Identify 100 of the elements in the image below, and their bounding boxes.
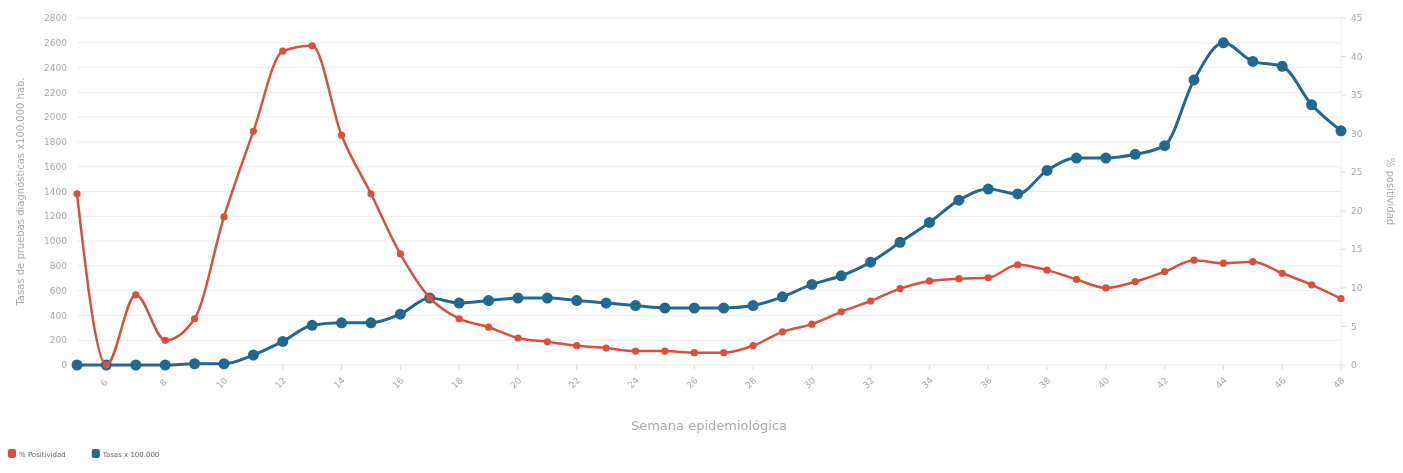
point — [484, 323, 493, 331]
point — [776, 291, 788, 303]
point — [690, 349, 698, 357]
y-axis-title: Tasas de pruebas diagnósticas x100.000 hab. — [15, 77, 26, 307]
point — [541, 292, 553, 304]
point — [337, 131, 346, 139]
point — [1249, 258, 1257, 266]
point — [1102, 284, 1110, 292]
x-tick-label: 14 — [331, 375, 348, 391]
point — [396, 250, 404, 258]
point — [896, 285, 904, 293]
y2-axis-title: % positividad — [1385, 157, 1396, 226]
point — [1072, 275, 1081, 284]
point — [394, 308, 406, 320]
point — [661, 347, 669, 355]
point — [923, 216, 935, 228]
point — [573, 342, 581, 350]
point — [249, 127, 257, 135]
x-tick-label: 36 — [978, 375, 994, 391]
point — [1337, 295, 1345, 303]
point — [71, 359, 83, 371]
point — [1247, 55, 1259, 67]
point — [1219, 259, 1228, 267]
x-tick-label: 40 — [1096, 375, 1112, 391]
y2-tick-label: 45 — [1351, 13, 1363, 24]
y2-tick-label: 40 — [1351, 51, 1363, 62]
point — [778, 328, 787, 336]
point — [247, 349, 259, 361]
point — [837, 308, 845, 316]
point — [1335, 125, 1347, 137]
y-tick-label: 600 — [49, 285, 68, 296]
point — [1131, 278, 1139, 286]
point — [483, 295, 495, 307]
point — [161, 336, 169, 344]
y-tick-label: 2000 — [44, 112, 68, 123]
y-tick-label: 1200 — [44, 211, 68, 222]
point — [1278, 269, 1286, 277]
point — [1043, 266, 1051, 274]
point — [279, 47, 287, 55]
point — [867, 297, 875, 305]
point — [336, 317, 348, 329]
x-axis-title: Semana epidemiológica — [630, 418, 788, 433]
point — [1100, 152, 1112, 164]
y-tick-label: 1000 — [44, 236, 68, 247]
point — [865, 256, 877, 268]
point — [688, 302, 700, 314]
point — [571, 295, 583, 307]
y2-tick-label: 25 — [1351, 167, 1363, 178]
point — [1276, 60, 1288, 72]
point — [982, 183, 994, 195]
point — [894, 236, 906, 248]
y2-tick-label: 35 — [1351, 90, 1363, 101]
x-tick-label: 34 — [919, 375, 936, 391]
x-tick-label: 48 — [1331, 375, 1347, 391]
point — [1041, 164, 1053, 176]
x-tick-label: 32 — [860, 375, 877, 391]
point — [543, 338, 551, 346]
x-tick-label: 18 — [449, 375, 465, 391]
point — [1306, 99, 1318, 111]
x-tick-label: 12 — [273, 375, 289, 391]
point — [1161, 268, 1169, 276]
point — [512, 292, 524, 304]
x-tick-label: 42 — [1154, 375, 1171, 391]
point — [308, 42, 316, 50]
point — [630, 300, 642, 312]
y-tick-label: 1400 — [44, 186, 68, 197]
y2-tick-label: 5 — [1351, 321, 1357, 332]
y-tick-label: 800 — [49, 261, 68, 272]
point — [925, 277, 934, 285]
point — [218, 358, 230, 370]
y2-tick-label: 20 — [1351, 205, 1363, 216]
point — [600, 297, 612, 309]
y2-tick-label: 15 — [1351, 244, 1363, 255]
x-tick-label: 20 — [508, 375, 524, 391]
x-tick-label: 16 — [390, 375, 407, 391]
x-tick-label: 46 — [1272, 375, 1288, 391]
point — [190, 315, 199, 323]
x-tick-label: 30 — [802, 375, 818, 391]
point — [453, 297, 465, 309]
point — [808, 320, 816, 328]
x-tick-label: 22 — [567, 375, 583, 391]
y2-tick-label: 10 — [1351, 283, 1363, 294]
point — [220, 213, 228, 221]
point — [306, 319, 318, 331]
point — [1188, 74, 1200, 86]
x-tick-label: 6 — [98, 377, 111, 389]
point — [631, 347, 640, 355]
point — [1012, 188, 1024, 200]
x-tick-label: 38 — [1037, 375, 1053, 391]
point — [514, 334, 522, 342]
point — [277, 335, 289, 347]
point — [1129, 148, 1141, 160]
x-tick-label: 28 — [743, 375, 759, 391]
point — [455, 315, 463, 323]
y2-tick-label: 0 — [1351, 360, 1357, 371]
point — [806, 278, 818, 290]
point — [953, 194, 965, 206]
x-tick-label: 24 — [625, 375, 642, 391]
y-tick-label: 2400 — [44, 62, 68, 73]
y-tick-label: 2200 — [44, 87, 68, 98]
